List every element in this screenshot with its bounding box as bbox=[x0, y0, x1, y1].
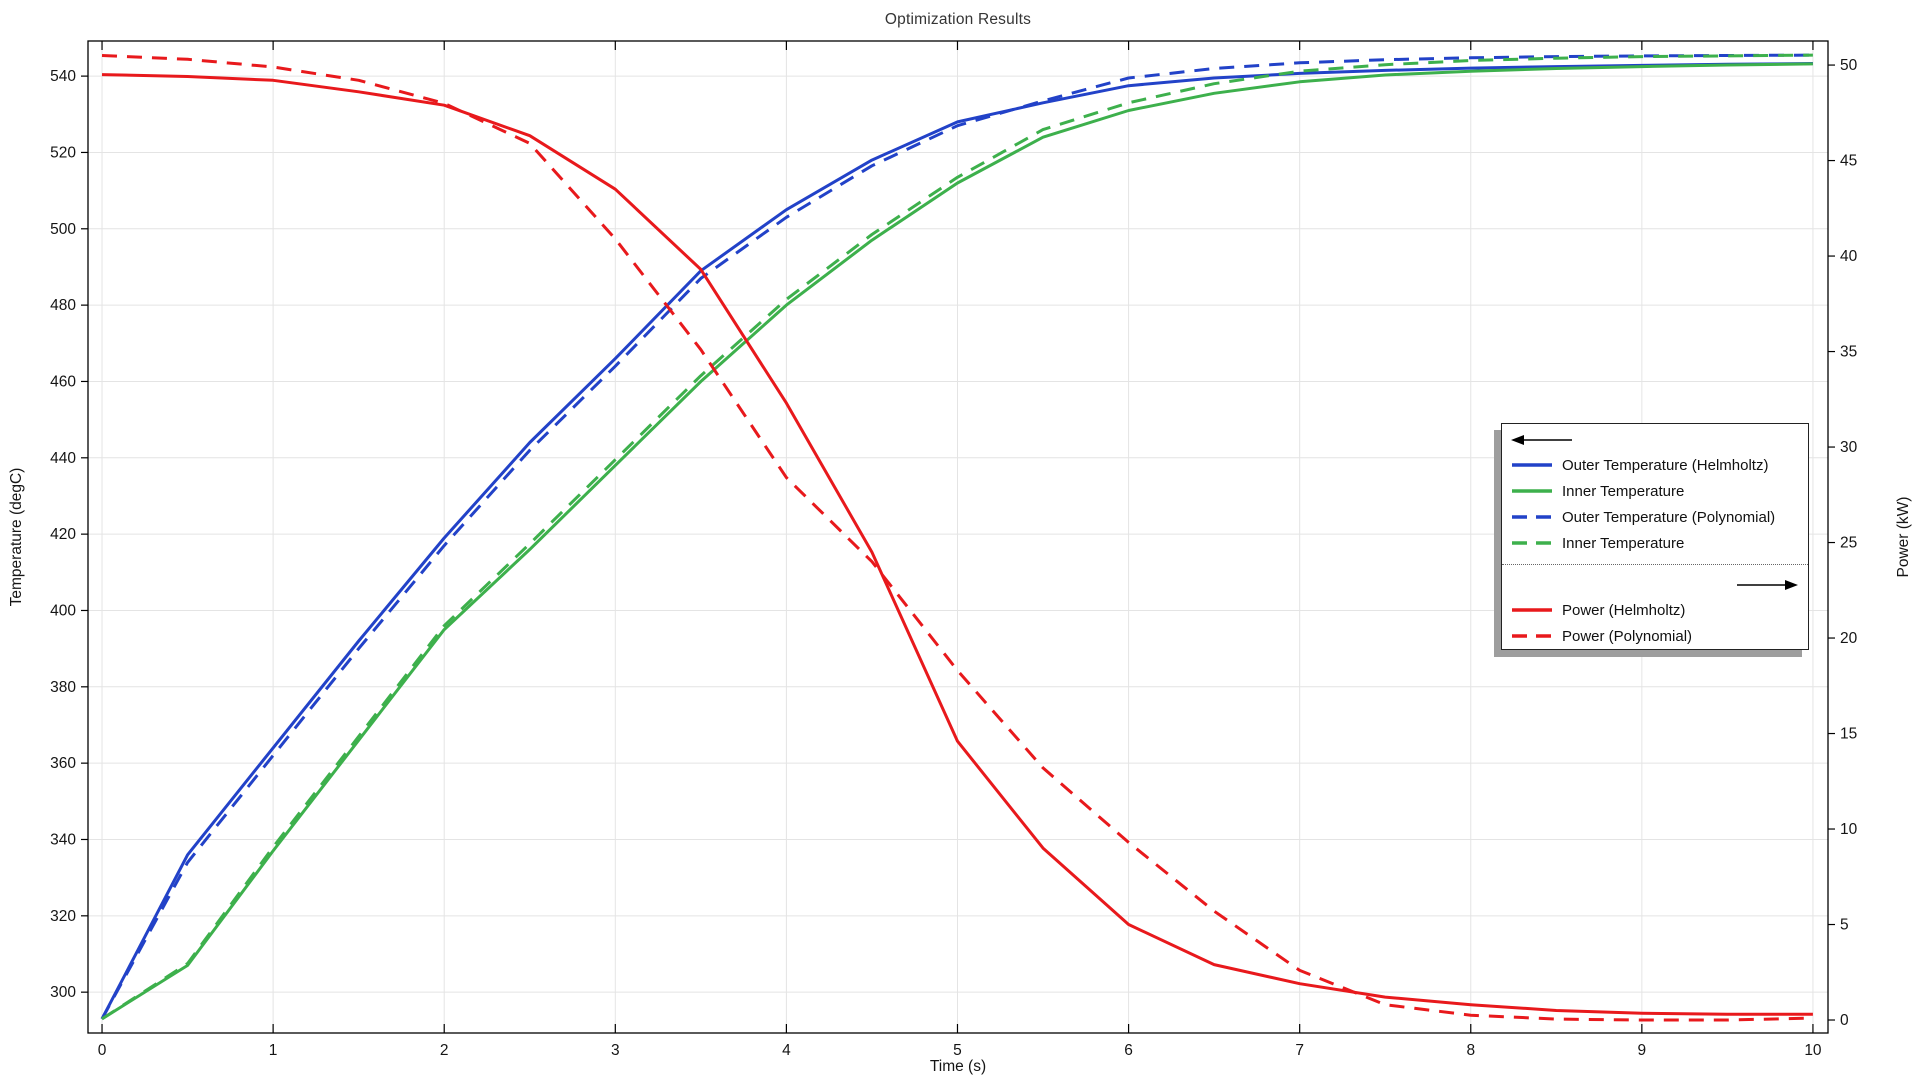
svg-text:1: 1 bbox=[269, 1042, 278, 1059]
svg-text:500: 500 bbox=[50, 221, 76, 238]
legend-label: Power (Polynomial) bbox=[1562, 627, 1693, 645]
legend-item-outer-temp-polynomial: Outer Temperature (Polynomial) bbox=[1511, 504, 1775, 530]
svg-text:45: 45 bbox=[1840, 153, 1857, 170]
svg-text:20: 20 bbox=[1840, 630, 1858, 647]
legend-label: Inner Temperature bbox=[1562, 482, 1685, 500]
line-swatch-blue-dashed bbox=[1512, 515, 1552, 519]
svg-text:50: 50 bbox=[1840, 57, 1858, 74]
svg-text:5: 5 bbox=[1840, 917, 1849, 934]
left-arrow-icon bbox=[1511, 435, 1572, 445]
svg-text:25: 25 bbox=[1840, 535, 1857, 552]
left-axis-indicator bbox=[1511, 427, 1575, 453]
svg-text:360: 360 bbox=[50, 755, 76, 772]
legend-separator bbox=[1502, 564, 1808, 565]
svg-text:10: 10 bbox=[1840, 821, 1858, 838]
line-swatch-red-dashed bbox=[1512, 634, 1552, 638]
svg-text:5: 5 bbox=[953, 1042, 962, 1059]
svg-text:380: 380 bbox=[50, 679, 76, 696]
svg-text:420: 420 bbox=[50, 526, 76, 543]
x-axis-title: Time (s) bbox=[929, 1058, 987, 1075]
right-axis-title: Power (kW) bbox=[1895, 496, 1912, 578]
legend-label: Power (Helmholtz) bbox=[1562, 601, 1686, 619]
series-power-polynomial- bbox=[101, 54, 1813, 1022]
svg-text:480: 480 bbox=[50, 297, 76, 314]
svg-text:520: 520 bbox=[50, 144, 76, 161]
left-axis-title: Temperature (degC) bbox=[8, 467, 25, 607]
svg-text:3: 3 bbox=[611, 1042, 620, 1059]
svg-text:320: 320 bbox=[50, 908, 76, 925]
svg-text:40: 40 bbox=[1840, 248, 1858, 265]
svg-text:8: 8 bbox=[1466, 1042, 1475, 1059]
right-axis-indicator bbox=[1734, 572, 1798, 598]
svg-text:300: 300 bbox=[50, 984, 76, 1001]
legend-item-power-helmholtz: Power (Helmholtz) bbox=[1511, 597, 1685, 623]
legend-item-inner-temp-polynomial: Inner Temperature bbox=[1511, 530, 1684, 556]
svg-text:400: 400 bbox=[50, 602, 76, 619]
svg-text:9: 9 bbox=[1638, 1042, 1647, 1059]
svg-text:0: 0 bbox=[98, 1042, 107, 1059]
svg-text:460: 460 bbox=[50, 373, 76, 390]
series-outer-temperature-polynomial- bbox=[100, 53, 1813, 1020]
series-power-helmholtz- bbox=[101, 73, 1813, 1016]
line-swatch-green-solid bbox=[1512, 489, 1552, 493]
svg-text:7: 7 bbox=[1295, 1042, 1304, 1059]
svg-text:540: 540 bbox=[50, 68, 76, 85]
svg-text:0: 0 bbox=[1840, 1012, 1849, 1029]
svg-text:4: 4 bbox=[782, 1042, 791, 1059]
series-inner-temperature bbox=[101, 53, 1813, 1021]
svg-text:35: 35 bbox=[1840, 344, 1857, 361]
legend-label: Inner Temperature bbox=[1562, 534, 1685, 552]
svg-text:6: 6 bbox=[1124, 1042, 1133, 1059]
svg-text:2: 2 bbox=[440, 1042, 449, 1059]
svg-text:10: 10 bbox=[1804, 1042, 1822, 1059]
legend-label: Outer Temperature (Helmholtz) bbox=[1562, 456, 1769, 474]
svg-text:15: 15 bbox=[1840, 726, 1857, 743]
legend-label: Outer Temperature (Polynomial) bbox=[1562, 508, 1776, 526]
series-inner-temperature bbox=[101, 62, 1813, 1021]
plot-title: Optimization Results bbox=[884, 11, 1032, 28]
legend-item-outer-temp-helmholtz: Outer Temperature (Helmholtz) bbox=[1511, 452, 1768, 478]
series-outer-temperature-helmholtz- bbox=[100, 62, 1813, 1020]
line-swatch-green-dashed bbox=[1512, 541, 1552, 545]
right-arrow-icon bbox=[1737, 580, 1798, 590]
svg-text:440: 440 bbox=[50, 450, 76, 467]
svg-text:340: 340 bbox=[50, 831, 76, 848]
legend-box: Outer Temperature (Helmholtz) Inner Temp… bbox=[1501, 423, 1809, 650]
legend-item-power-polynomial: Power (Polynomial) bbox=[1511, 623, 1692, 649]
line-swatch-blue-solid bbox=[1512, 463, 1552, 467]
legend-item-inner-temp-helmholtz: Inner Temperature bbox=[1511, 478, 1684, 504]
line-swatch-red-solid bbox=[1512, 608, 1552, 612]
svg-text:30: 30 bbox=[1840, 439, 1858, 456]
